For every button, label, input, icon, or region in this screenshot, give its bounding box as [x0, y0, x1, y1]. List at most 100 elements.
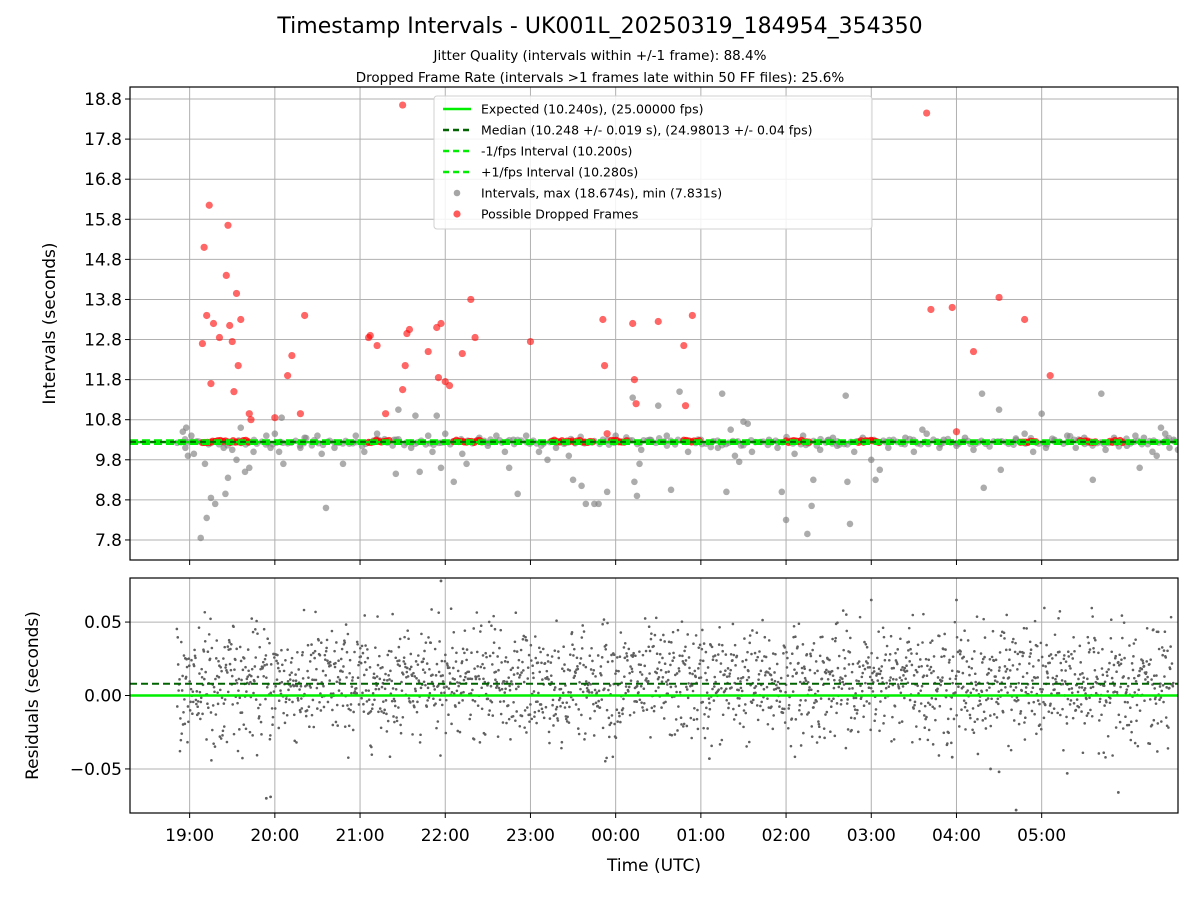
residual-point [415, 710, 419, 714]
residual-point [1097, 752, 1101, 755]
residual-point [480, 707, 484, 711]
residual-point [985, 688, 989, 692]
residual-point [955, 635, 959, 639]
residual-point [1058, 610, 1062, 613]
residual-point [206, 650, 210, 654]
residual-point [316, 707, 319, 710]
residual-point [444, 653, 447, 657]
residual-point [812, 706, 815, 709]
dropped-frame-point [399, 386, 407, 394]
residual-point [1017, 722, 1021, 726]
residual-point [1018, 662, 1021, 666]
residual-point [588, 717, 592, 720]
residual-point [901, 685, 905, 688]
residual-point [1113, 656, 1117, 660]
residual-point [195, 702, 198, 706]
residual-point [185, 665, 189, 669]
residual-point [711, 658, 715, 662]
residual-point [851, 687, 854, 690]
residual-point [1137, 688, 1141, 692]
residual-point [612, 653, 616, 657]
residual-point [1069, 699, 1073, 702]
residual-point [386, 719, 390, 723]
residual-point [903, 696, 906, 700]
residual-point [338, 678, 342, 681]
residual-point [948, 658, 951, 662]
residual-point [1085, 714, 1089, 717]
residual-point [226, 690, 230, 694]
residual-point [1109, 618, 1113, 622]
residual-point [525, 731, 528, 734]
dropped-frame-point [600, 361, 609, 370]
residual-point [996, 697, 1000, 701]
residual-point [319, 641, 323, 645]
residual-point [286, 648, 289, 651]
residual-point [866, 661, 869, 665]
residual-point [1083, 686, 1087, 690]
residual-point [388, 755, 392, 759]
residual-point [1154, 702, 1158, 705]
residual-point [475, 650, 479, 654]
residual-point [510, 680, 513, 683]
residual-point [572, 654, 575, 657]
residual-point [1036, 699, 1040, 702]
residual-point [255, 753, 259, 757]
residual-point [1094, 691, 1098, 695]
residual-point [531, 671, 535, 675]
residual-point [786, 726, 790, 730]
residual-point [191, 700, 195, 704]
residual-point [758, 650, 761, 653]
residual-point [455, 689, 459, 693]
dropped-frame-point [1021, 315, 1029, 324]
residual-point [743, 637, 746, 640]
residual-point [1060, 679, 1064, 682]
residual-point [994, 675, 997, 678]
residual-point [692, 642, 695, 646]
residual-point [440, 659, 444, 663]
residual-point [957, 685, 960, 689]
residual-point [468, 717, 472, 721]
residual-point [438, 698, 442, 702]
residual-point [965, 709, 969, 712]
residual-point [1092, 647, 1095, 650]
residual-point [545, 675, 549, 679]
residual-point [747, 676, 751, 679]
residual-point [1008, 669, 1012, 672]
interval-point [339, 460, 347, 468]
dropped-frame-point [366, 331, 374, 340]
residual-point [179, 738, 183, 742]
residual-point [289, 661, 293, 664]
x-tick-label: 05:00 [1017, 826, 1066, 846]
residual-point [1131, 668, 1135, 672]
residual-point [232, 625, 235, 629]
residual-point [197, 626, 201, 629]
residual-point [365, 668, 368, 672]
residual-point [266, 637, 269, 640]
residual-point [990, 655, 994, 659]
residual-point [502, 679, 506, 683]
residual-point [915, 652, 919, 655]
residual-point [775, 662, 779, 666]
residual-point [536, 700, 539, 703]
y-tick-label: 15.8 [84, 210, 122, 230]
x-tick-label: 03:00 [847, 826, 896, 846]
interval-point [578, 482, 585, 490]
residual-point [1110, 650, 1114, 654]
residual-point [349, 708, 352, 712]
residual-point [723, 689, 727, 693]
residual-point [344, 623, 348, 626]
residual-point [968, 713, 972, 717]
residual-point [837, 685, 841, 689]
residual-point [698, 643, 702, 647]
residual-point [973, 650, 976, 653]
residual-point [798, 703, 802, 707]
residual-point [687, 682, 690, 685]
residual-point [422, 680, 426, 684]
residual-point [662, 717, 666, 720]
residual-point [831, 637, 834, 641]
residual-point [396, 663, 400, 666]
residual-point [581, 690, 585, 694]
residual-point [1019, 712, 1022, 715]
residual-point [821, 635, 824, 639]
residual-point [915, 670, 919, 674]
